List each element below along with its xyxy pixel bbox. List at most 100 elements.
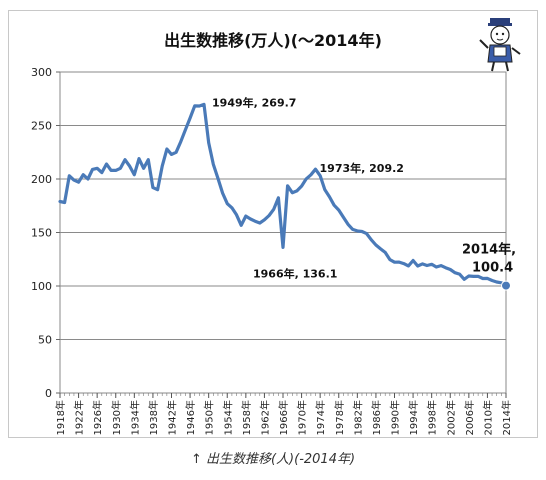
y-tick-label: 50 — [38, 334, 52, 347]
data-point — [323, 188, 327, 191]
data-point — [221, 191, 224, 195]
data-point — [77, 181, 80, 184]
data-point — [142, 167, 145, 170]
data-point — [449, 268, 452, 271]
data-point — [430, 263, 433, 266]
data-point — [258, 221, 261, 225]
x-tick-label: 1950年 — [203, 400, 216, 435]
y-tick-label: 200 — [31, 173, 52, 186]
figure-caption: ↑ 出生数推移(人)(-2014年) — [190, 452, 356, 467]
chart-title: 出生数推移(万人)(〜2014年) — [164, 31, 382, 50]
data-point — [281, 246, 285, 249]
data-point — [216, 177, 220, 180]
data-point — [109, 169, 113, 172]
data-point — [253, 219, 257, 223]
data-point — [295, 189, 299, 193]
data-point — [147, 158, 150, 161]
y-tick-label: 300 — [31, 66, 52, 79]
mascot-icon — [479, 18, 521, 72]
data-point — [156, 188, 159, 191]
data-point — [416, 264, 419, 268]
annotation-2014-line2: 100.4 — [472, 261, 513, 276]
data-point — [212, 163, 215, 166]
data-point — [277, 196, 280, 200]
axes: 0 50 100 150 200 250 300 1918年 1922年 1926年 1930年 19… — [31, 66, 513, 435]
chart: 出生数推移(万人)(〜2014年) 0 50 100 150 200 250 300 1918… — [31, 31, 516, 435]
data-point — [114, 169, 117, 172]
data-point — [379, 247, 382, 251]
data-point — [467, 274, 471, 278]
x-tick-label: 1946年 — [184, 400, 197, 435]
x-tick-label: 1934年 — [128, 400, 141, 435]
data-point — [133, 173, 136, 176]
data-point — [58, 200, 62, 203]
gridlines — [60, 125, 506, 340]
data-point — [439, 264, 443, 267]
x-tick-label: 1990年 — [389, 400, 402, 435]
data-point — [435, 265, 438, 269]
data-point — [486, 277, 489, 280]
data-point — [137, 157, 141, 160]
data-point — [402, 262, 405, 265]
data-point — [397, 260, 401, 264]
data-point — [249, 217, 252, 221]
data-point — [235, 213, 238, 217]
series-line-layer — [58, 102, 511, 291]
data-point — [462, 278, 466, 281]
data-point — [291, 191, 294, 194]
data-point — [91, 168, 94, 171]
y-tick-label: 150 — [31, 227, 52, 240]
x-tick-label: 1998年 — [426, 400, 439, 435]
data-point — [384, 251, 387, 254]
data-point — [328, 195, 331, 199]
data-point — [198, 104, 201, 108]
series-line — [58, 102, 508, 288]
x-tick-label: 1986年 — [370, 400, 383, 435]
x-tick-label: 1962年 — [258, 400, 271, 435]
data-point — [425, 264, 429, 267]
data-point — [239, 224, 243, 227]
data-point — [68, 174, 71, 177]
data-point — [300, 184, 303, 188]
x-tick-label: 1922年 — [73, 400, 86, 435]
data-point — [342, 215, 345, 219]
data-point — [86, 177, 90, 181]
data-point — [393, 261, 396, 264]
x-tick-label: 1938年 — [147, 400, 160, 435]
data-point — [151, 186, 155, 189]
x-tick-label: 2002年 — [444, 400, 457, 435]
x-tick-label: 1982年 — [351, 400, 364, 435]
data-point — [346, 223, 350, 226]
data-point — [123, 158, 127, 161]
data-point — [318, 174, 322, 177]
data-point — [165, 147, 169, 151]
data-point — [202, 103, 206, 106]
x-tick-label: 1966年 — [277, 400, 290, 435]
annotation-peak-1949: 1949年, 269.7 — [212, 95, 296, 109]
chart-frame — [8, 10, 538, 438]
data-point — [314, 167, 317, 171]
x-tick-label: 1994年 — [407, 400, 420, 435]
data-point — [472, 275, 475, 278]
data-point — [370, 238, 373, 241]
data-point — [188, 116, 192, 120]
data-point — [244, 214, 248, 218]
data-point — [351, 228, 354, 231]
data-point — [407, 264, 410, 268]
x-tick-label: 2014年 — [500, 400, 513, 435]
data-point — [476, 275, 480, 278]
y-tick-label: 250 — [31, 120, 52, 133]
annotation-layer: 1949年, 269.7 1973年, 209.2 1966年, 136.1 2014… — [212, 95, 516, 280]
data-point — [95, 167, 99, 170]
x-tick-label: 2006年 — [463, 400, 476, 435]
data-point — [332, 204, 336, 207]
data-point — [170, 153, 173, 156]
data-point — [421, 262, 424, 266]
data-point — [179, 140, 182, 143]
data-point — [174, 151, 178, 154]
x-tick-label: 2010年 — [481, 400, 494, 435]
x-tick-label: 1958年 — [240, 400, 253, 435]
annotation-dip-1966: 1966年, 136.1 — [253, 266, 337, 280]
data-point — [365, 232, 368, 235]
x-tick-label: 1942年 — [166, 400, 179, 435]
